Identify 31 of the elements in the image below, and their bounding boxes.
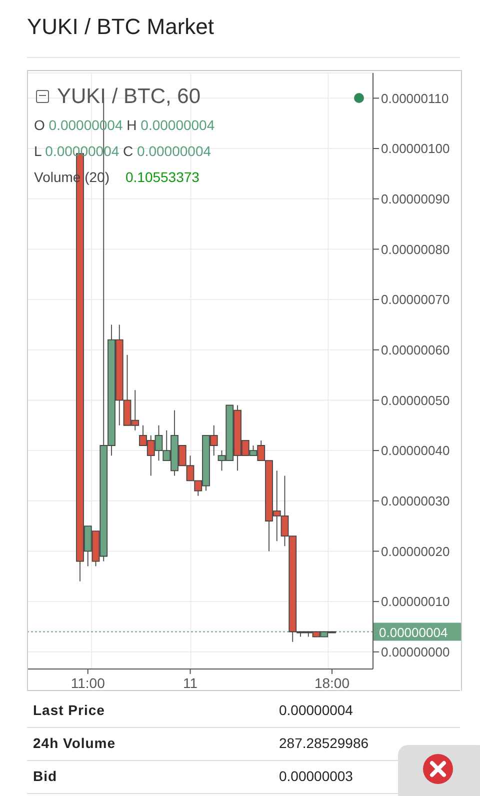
annotation: 0.10553373	[125, 169, 200, 185]
y-tick-label: 0.00000110	[381, 90, 449, 106]
text: 0.00000004	[279, 702, 353, 718]
y-tick-label: 0.00000100	[381, 141, 450, 156]
annotation: H	[126, 117, 137, 133]
y-tick-label: 0.00000030	[381, 493, 450, 508]
annotation: YUKI / BTC, 60	[57, 85, 201, 108]
y-tick-label: 0.00000080	[381, 242, 450, 257]
annotation: 0.00000004	[140, 117, 215, 133]
y-tick-label: 0.00000010	[381, 594, 450, 610]
annotation: C	[123, 143, 134, 159]
y-tick-label: 0.00000000	[381, 644, 450, 660]
text: O	[34, 117, 45, 133]
y-tick-label: 0.00000090	[381, 191, 450, 206]
text: Bid	[33, 768, 58, 784]
x-tick-label: 11	[182, 675, 198, 691]
annotation: 0.00000004	[137, 143, 212, 159]
y-tick-label: 0.00000060	[381, 342, 450, 358]
y-tick-label: 0.00000050	[381, 392, 450, 408]
text: 0.00000003	[279, 768, 353, 784]
y-tick-label: 0.00000020	[381, 544, 450, 559]
text: 24h Volume	[33, 735, 116, 751]
y-tick-label: 0.00000040	[381, 443, 450, 458]
text: 287.28529986	[279, 735, 369, 751]
y-tick-label: 0.00000070	[381, 292, 450, 308]
x-tick-label: 18:00	[314, 675, 350, 691]
text: L	[34, 143, 42, 159]
text: Last Price	[33, 702, 105, 718]
chart-title: YUKI / BTC Market	[27, 14, 214, 39]
x-tick-label: 11:00	[70, 675, 106, 691]
ref-line-label: 0.00000004	[379, 624, 448, 640]
